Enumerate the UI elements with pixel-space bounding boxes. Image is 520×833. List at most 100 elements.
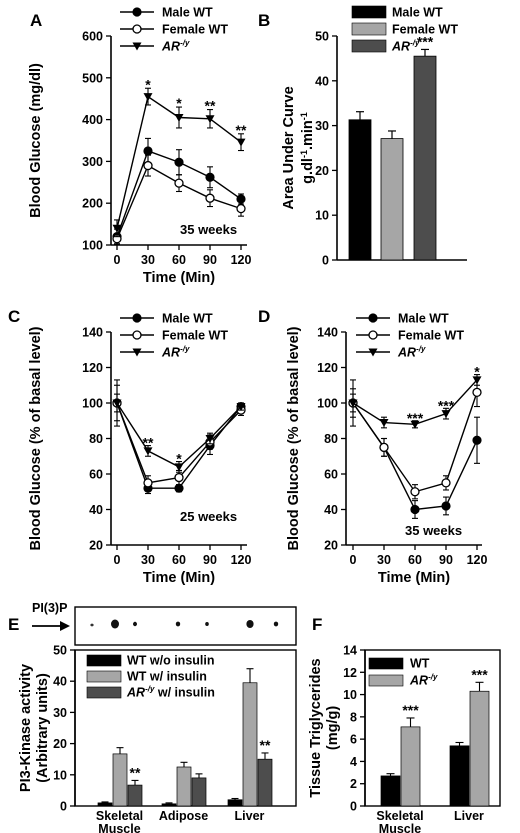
- legend-marker: [132, 348, 142, 357]
- annotation: 25 weeks: [180, 509, 237, 524]
- x-tick-label: 120: [231, 253, 252, 267]
- data-point: [236, 403, 246, 412]
- data-point: [348, 399, 358, 408]
- bar: [257, 758, 273, 807]
- panel-label-a: A: [30, 11, 42, 30]
- panel-e: E PI(3)P 0 10 20 30 40 50 ** ** Skeletal Muscle Ad…: [8, 601, 297, 833]
- y-tick-label: 400: [82, 113, 103, 127]
- significance-marker: *: [176, 451, 182, 467]
- x-tick-label: 60: [408, 553, 422, 567]
- data-point: [143, 447, 153, 456]
- panel-c: C 20 40 60 80 100 120 140 0 30 60 90 120 Time (Min) B…: [8, 307, 251, 586]
- significance-marker: ***: [417, 33, 434, 49]
- legend-swatch: [368, 657, 404, 670]
- legend-marker: [132, 24, 142, 34]
- y-axis-title-line2: (Arbitrary units): [35, 673, 51, 783]
- data-point: [236, 138, 246, 147]
- bar: [127, 784, 143, 807]
- y-tick-label: 30: [315, 119, 329, 133]
- data-point: [472, 387, 482, 398]
- blot-spots: [90, 619, 279, 629]
- significance-marker: *: [474, 364, 480, 380]
- data-point: [379, 419, 389, 428]
- significance-marker: ***: [402, 702, 419, 718]
- panel-b: B 0 10 20 30 40 50 *** Area Under Curve g.dl-1.m…: [258, 6, 467, 268]
- data-point: [441, 478, 451, 488]
- x-tick-label: 90: [439, 553, 453, 567]
- bar: [380, 138, 404, 261]
- x-tick-label: 30: [141, 553, 155, 567]
- significance-marker: **: [130, 764, 141, 780]
- y-tick-label: 120: [82, 361, 103, 375]
- data-point: [205, 193, 215, 203]
- y-tick-label: 600: [82, 30, 103, 44]
- data-point: [112, 399, 122, 408]
- legend-label: Female WT: [162, 23, 228, 37]
- y-axis-title-line1: Area Under Curve: [281, 86, 297, 209]
- blot-spot: [90, 623, 94, 627]
- series-2: [112, 393, 246, 473]
- data-point: [410, 487, 420, 497]
- legend-marker: [132, 313, 142, 323]
- panel-f: F 0 2 4 6 8 10 12 14 *** *** Skeletal Muscle Liver Ti…: [308, 615, 501, 833]
- legend-swatch: [368, 674, 404, 687]
- data-point: [441, 410, 451, 419]
- x-category-label: Liver: [235, 809, 265, 823]
- legend-label: AR-/y: [409, 673, 438, 688]
- bar: [449, 745, 470, 807]
- significance-marker: ***: [407, 410, 424, 426]
- x-category-label: Liver: [454, 809, 484, 823]
- y-tick-label: 60: [89, 468, 103, 482]
- blot-frame: [74, 606, 297, 646]
- y-tick-label: 30: [53, 706, 67, 720]
- data-point: [174, 157, 184, 167]
- bar: [161, 803, 177, 807]
- data-point: [410, 504, 420, 515]
- y-tick-label: 20: [53, 737, 67, 751]
- y-tick-label: 6: [350, 733, 357, 747]
- blot-spot: [205, 622, 209, 626]
- x-tick-label: 0: [350, 553, 357, 567]
- legend-label: Male WT: [162, 6, 213, 20]
- significance-marker: *: [176, 95, 182, 111]
- y-tick-label: 100: [82, 239, 103, 253]
- data-point: [379, 442, 389, 453]
- y-tick-label: 140: [317, 326, 338, 340]
- y-tick-label: 40: [315, 74, 329, 88]
- x-tick-label: 0: [114, 553, 121, 567]
- bar: [242, 682, 258, 807]
- y-tick-label: 50: [315, 30, 329, 44]
- y-tick-label: 12: [343, 666, 357, 680]
- y-tick-label: 10: [315, 209, 329, 223]
- blot-arrow-head: [60, 621, 70, 631]
- legend-label: WT w/ insulin: [127, 670, 207, 684]
- y-tick-label: 0: [60, 800, 67, 814]
- series-0: [348, 379, 482, 519]
- data-point: [410, 420, 420, 429]
- y-tick-label: 4: [350, 755, 357, 769]
- y-tick-label: 80: [324, 432, 338, 446]
- series-2: [112, 87, 246, 238]
- data-point: [174, 178, 184, 188]
- legend-marker: [368, 313, 378, 323]
- y-tick-label: 100: [82, 397, 103, 411]
- panel-label-e: E: [8, 615, 19, 634]
- series-2: [348, 374, 482, 429]
- bar: [413, 55, 437, 261]
- x-category-label: Adipose: [159, 809, 208, 823]
- significance-marker: **: [236, 122, 247, 138]
- panel-label-b: B: [258, 11, 270, 30]
- data-point: [472, 435, 482, 445]
- y-tick-label: 20: [315, 164, 329, 178]
- y-axis-title: Blood Glucose (% of basal level): [286, 326, 302, 550]
- y-tick-label: 40: [324, 503, 338, 517]
- x-tick-label: 30: [141, 253, 155, 267]
- y-tick-label: 20: [324, 539, 338, 553]
- x-axis-title: Time (Min): [143, 270, 215, 286]
- legend-swatch: [86, 686, 122, 699]
- legend-label: Female WT: [162, 329, 228, 343]
- y-tick-label: 60: [324, 468, 338, 482]
- legend-marker: [132, 330, 142, 340]
- legend-swatch: [351, 39, 387, 53]
- y-tick-label: 10: [53, 768, 67, 782]
